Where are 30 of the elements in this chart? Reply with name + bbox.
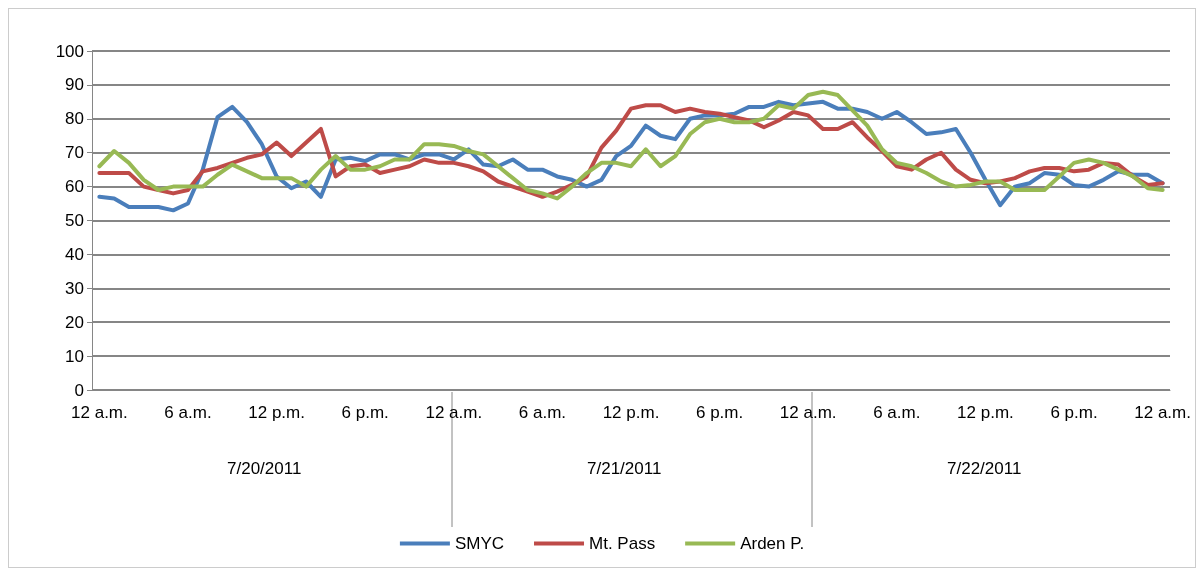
y-tick-label: 10: [65, 346, 84, 366]
text: 7/21/2011: [587, 459, 662, 478]
y-tick-label: 70: [65, 143, 84, 163]
y-tick-label: 60: [65, 177, 84, 197]
x-tick-label: 6 p.m.: [1050, 403, 1098, 422]
x-tick-label: 6 p.m.: [695, 403, 744, 422]
y-tick-label: 50: [65, 211, 84, 230]
legend-label: SMYC: [454, 534, 505, 553]
x-tick-label: 12 a.m.: [71, 403, 128, 422]
x-tick-label: 6 p.m.: [341, 403, 389, 422]
text: 7/22/2011: [947, 459, 1022, 478]
y-tick-label: 0: [74, 380, 84, 400]
legend-label: Mt. Pass: [589, 534, 656, 553]
legend-label: Arden P.: [740, 534, 805, 553]
x-tick-label: 12 p.m.: [957, 403, 1014, 422]
x-tick-label: 6 a.m.: [164, 403, 212, 422]
y-tick-label: 20: [65, 312, 84, 332]
y-tick-label: 100: [55, 41, 84, 61]
y-tick-label: 30: [65, 278, 84, 298]
x-tick-label: 12 p.m.: [248, 403, 305, 422]
text: 7/20/2011: [227, 459, 302, 478]
y-tick-label: 90: [65, 75, 84, 95]
x-tick-label: 12 a.m.: [1134, 403, 1191, 422]
x-tick-label: 12 p.m.: [602, 403, 660, 422]
y-tick-label: 80: [65, 109, 84, 129]
y-tick-label: 40: [65, 244, 84, 264]
x-tick-label: 6 a.m.: [873, 403, 921, 422]
x-tick-label: 6 a.m.: [518, 403, 567, 422]
x-tick-label: 12 a.m.: [779, 403, 837, 422]
x-tick-label: 12 a.m.: [425, 403, 483, 422]
